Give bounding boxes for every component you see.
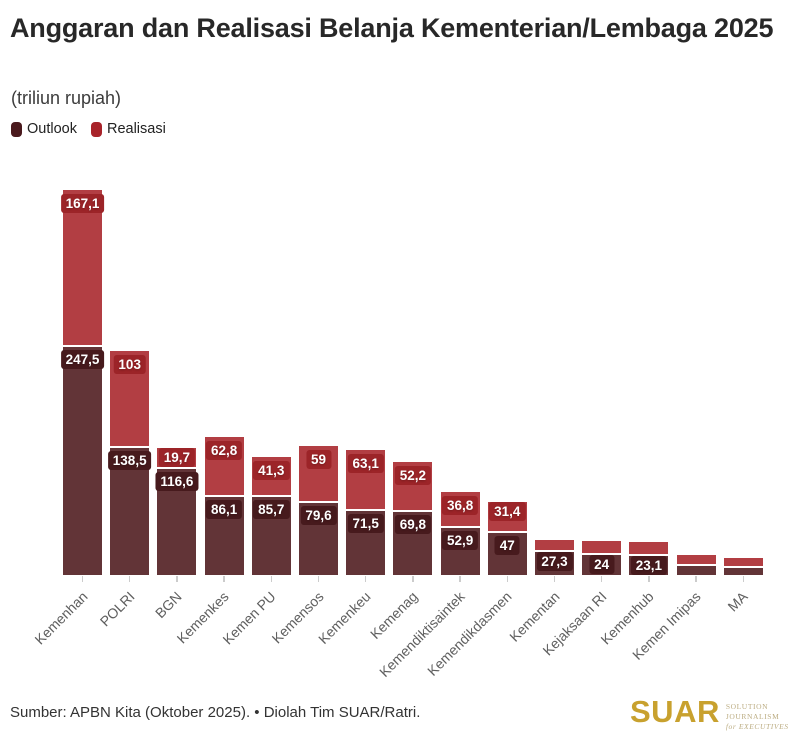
axis-tick	[506, 576, 509, 582]
value-label-realisasi-kemenhan: 167,1	[60, 194, 105, 213]
axis-tick	[223, 576, 225, 582]
axis-tick	[270, 576, 273, 582]
value-label-outlook-kementan: 27,3	[536, 551, 573, 571]
value-label-outlook-kemenag: 69,8	[394, 515, 432, 535]
axis-tick	[742, 576, 745, 582]
bar-segment-outlook-kemen-imipas	[676, 563, 716, 575]
value-label-outlook-kemensos: 79,6	[300, 506, 337, 526]
suar-tagline-line1: SOLUTION JOURNALISM	[725, 702, 780, 721]
value-label-outlook-kemenhub: 23,1	[630, 555, 668, 575]
axis-tick	[553, 576, 556, 582]
bar-segment-realisasi-kejaksaan-ri	[582, 541, 622, 553]
suar-tagline-line2: for EXECUTIVES	[725, 722, 789, 731]
bar-segment-realisasi-kemenhub	[629, 542, 669, 554]
source-note: Sumber: APBN Kita (Oktober 2025). • Diol…	[10, 704, 421, 721]
value-label-outlook-bgn: 116,6	[155, 471, 199, 491]
value-label-outlook-kemendiktisaintek: 52,9	[441, 530, 479, 550]
value-label-outlook-kemenkes: 86,1	[205, 500, 243, 520]
value-label-realisasi-kemenkes: 62,8	[205, 440, 243, 460]
axis-tick	[364, 576, 367, 582]
bar-segment-realisasi-kemen-imipas	[676, 554, 716, 564]
legend: Outlook Realisasi	[11, 121, 166, 137]
value-label-outlook-kemenkeu: 71,5	[347, 513, 384, 533]
axis-tick	[128, 576, 131, 582]
legend-label-realisasi: Realisasi	[106, 121, 166, 137]
bar-segment-outlook-ma	[723, 566, 763, 575]
value-label-realisasi-kemenag: 52,2	[394, 465, 432, 485]
value-label-outlook-kemendikdasmen: 47	[494, 536, 520, 556]
value-label-outlook-kemen-pu: 85,7	[253, 500, 290, 520]
axis-tick	[459, 576, 461, 582]
value-label-realisasi-bgn: 19,7	[158, 448, 196, 468]
suar-logo-text: SUAR	[630, 694, 720, 729]
page-title: Anggaran dan Realisasi Belanja Kementeri…	[10, 13, 774, 43]
bar-segment-realisasi-ma	[723, 557, 763, 567]
suar-logo: SUAR SOLUTION JOURNALISM for EXECUTIVES	[630, 694, 795, 732]
suar-logo-tagline: SOLUTION JOURNALISM for EXECUTIVES	[726, 697, 795, 732]
value-label-realisasi-kemen-pu: 41,3	[253, 461, 290, 481]
outlook-swatch-icon	[11, 121, 22, 137]
value-label-realisasi-polri: 103	[113, 354, 146, 374]
value-label-realisasi-kemenkeu: 63,1	[347, 454, 384, 473]
axis-tick	[317, 576, 320, 582]
axis-tick	[412, 576, 414, 582]
value-label-realisasi-kemensos: 59	[305, 450, 332, 470]
axis-tick	[600, 576, 603, 582]
value-label-realisasi-kemendikdasmen: 31,4	[489, 502, 526, 522]
legend-label-outlook: Outlook	[27, 121, 77, 137]
axis-tick	[176, 576, 178, 582]
legend-item-outlook: Outlook	[11, 121, 77, 137]
realisasi-swatch-icon	[90, 121, 102, 137]
value-label-outlook-kemenhan: 247,5	[60, 350, 105, 370]
value-label-realisasi-kemendiktisaintek: 36,8	[441, 495, 479, 515]
page-subtitle: (triliun rupiah)	[11, 88, 122, 108]
bar-segment-realisasi-kementan	[535, 539, 574, 550]
axis-tick	[81, 576, 84, 582]
value-label-outlook-kejaksaan-ri: 24	[589, 554, 615, 574]
value-label-outlook-polri: 138,5	[107, 451, 152, 471]
axis-tick	[695, 576, 697, 582]
bar-segment-outlook-kemenhan	[63, 345, 102, 575]
legend-item-realisasi: Realisasi	[90, 121, 166, 137]
axis-tick	[648, 576, 650, 582]
bar-segment-realisasi-kemenhan	[63, 190, 102, 346]
